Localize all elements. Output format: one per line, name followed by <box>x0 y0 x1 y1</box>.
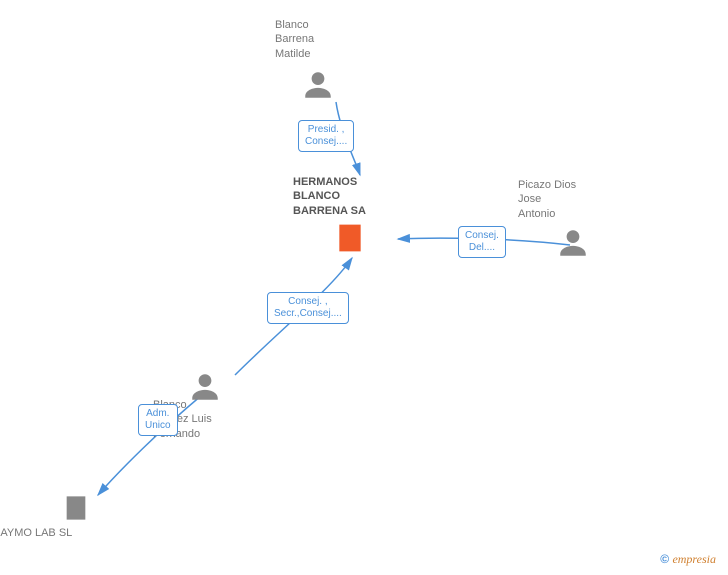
building-icon <box>62 494 90 527</box>
edges-svg <box>0 0 728 575</box>
node-label: BlancoBarrenaMatilde <box>275 18 365 61</box>
person-icon <box>188 370 222 409</box>
edge-label[interactable]: Presid. ,Consej.... <box>298 120 354 152</box>
edge-label[interactable]: Consej.Del.... <box>458 226 506 258</box>
node-label: HERMANOSBLANCOBARRENA SA <box>293 175 383 218</box>
brand-name: empresia <box>672 552 716 566</box>
edge-label[interactable]: Consej. ,Secr.,Consej.... <box>267 292 349 324</box>
edge-label[interactable]: Adm.Unico <box>138 404 178 436</box>
node-label: SAYMO LAB SL <box>0 526 103 540</box>
node-label: Picazo DiosJoseAntonio <box>518 178 608 221</box>
copyright-symbol: © <box>660 552 669 566</box>
person-icon <box>301 68 335 107</box>
person-icon <box>556 226 590 265</box>
watermark: © empresia <box>660 552 716 567</box>
building-icon <box>334 222 366 259</box>
